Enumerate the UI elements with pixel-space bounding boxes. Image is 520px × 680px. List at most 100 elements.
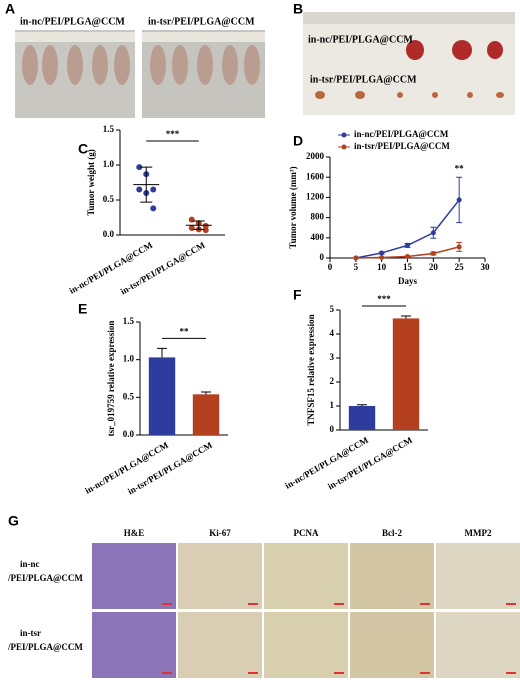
micrograph xyxy=(178,543,262,609)
point xyxy=(379,250,385,256)
micrograph xyxy=(350,612,434,678)
y-tick-label: 1200 xyxy=(306,191,325,201)
significance: ** xyxy=(180,326,190,336)
y-tick-label: 1.5 xyxy=(123,316,135,326)
photo-caption: in-nc/PEI/PLGA@CCM xyxy=(20,16,125,27)
x-tick-label: in-tsr/PEI/PLGA@CCM xyxy=(326,435,414,492)
y-axis-label: tsr_019759 relative expression xyxy=(106,321,116,437)
micrograph xyxy=(264,612,348,678)
error-bar xyxy=(201,391,211,395)
x-axis-label: Days xyxy=(398,276,417,286)
y-tick-label: 0.5 xyxy=(103,194,115,204)
y-tick-label: 3 xyxy=(330,352,335,362)
y-tick-label: 1.0 xyxy=(123,354,135,364)
point xyxy=(456,197,462,203)
panel-label: D xyxy=(293,133,303,149)
photo-caption: in-tsr/PEI/PLGA@CCM xyxy=(148,16,255,27)
point xyxy=(405,242,410,248)
x-tick-label: in-nc/PEI/PLGA@CCM xyxy=(68,240,155,296)
panel-label: A xyxy=(5,1,15,17)
y-tick-label: 800 xyxy=(311,212,325,222)
y-tick-label: 1.0 xyxy=(103,159,115,169)
error-bar xyxy=(192,220,205,230)
micrograph xyxy=(92,612,176,678)
y-tick-label: 1.5 xyxy=(103,124,115,134)
micrograph xyxy=(436,543,520,609)
error-bar xyxy=(357,404,367,406)
column-header: H&E xyxy=(124,528,145,538)
bar xyxy=(348,406,376,430)
y-axis-label: TNFSF15 relative expression xyxy=(306,314,316,425)
error-bar xyxy=(401,315,411,319)
panel-label: F xyxy=(293,287,302,303)
panel-label: C xyxy=(78,141,88,157)
micrograph xyxy=(350,543,434,609)
y-tick-label: 1600 xyxy=(306,171,325,181)
y-tick-label: 2000 xyxy=(306,151,325,161)
bar xyxy=(392,318,420,430)
x-tick-label: 25 xyxy=(455,262,465,272)
column-header: Bcl-2 xyxy=(382,528,402,538)
y-tick-label: 1 xyxy=(330,400,335,410)
dot xyxy=(150,205,157,212)
micrograph xyxy=(178,612,262,678)
x-tick-label: 0 xyxy=(328,262,333,272)
error-bar xyxy=(140,166,153,203)
y-tick-label: 4 xyxy=(330,328,335,338)
panel-label: G xyxy=(8,513,19,529)
y-tick-label: 0 xyxy=(330,424,335,434)
x-tick-label: 10 xyxy=(377,262,387,272)
bar xyxy=(148,357,176,435)
y-tick-label: 0.0 xyxy=(103,229,115,239)
dot xyxy=(188,225,195,231)
tumors xyxy=(315,91,504,99)
legend-marker xyxy=(341,132,347,138)
y-tick-label: 5 xyxy=(330,304,335,314)
bar xyxy=(192,394,220,435)
row-label: /PEI/PLGA@CCM xyxy=(7,642,83,652)
y-axis-label: Tumor volume (mm³) xyxy=(288,166,298,248)
y-axis-label: Tumor weight (g) xyxy=(86,149,96,216)
micrograph xyxy=(264,543,348,609)
panel-label: E xyxy=(78,301,87,317)
point xyxy=(379,254,385,260)
x-tick-label: in-tsr/PEI/PLGA@CCM xyxy=(119,240,207,297)
photo-caption: in-nc/PEI/PLGA@CCM xyxy=(308,34,413,45)
y-tick-label: 400 xyxy=(311,232,325,242)
ruler xyxy=(142,32,265,42)
row-label: /PEI/PLGA@CCM xyxy=(7,573,83,583)
dot xyxy=(136,186,143,193)
photo-caption: in-tsr/PEI/PLGA@CCM xyxy=(310,74,417,85)
x-tick-label: 5 xyxy=(354,262,359,272)
column-header: Ki-67 xyxy=(209,528,231,538)
dot xyxy=(202,227,209,234)
x-tick-label: 30 xyxy=(481,262,491,272)
ruler xyxy=(303,12,515,24)
y-tick-label: 0 xyxy=(320,252,325,262)
dot xyxy=(202,222,209,229)
y-tick-label: 0.0 xyxy=(123,429,135,439)
significance: ** xyxy=(455,163,465,173)
error-bar xyxy=(157,347,167,358)
x-tick-label: 20 xyxy=(429,262,439,272)
dot xyxy=(136,164,143,171)
column-header: PCNA xyxy=(294,528,319,538)
ruler xyxy=(15,32,135,42)
mice xyxy=(22,45,260,85)
significance: *** xyxy=(166,129,180,139)
point xyxy=(456,244,462,250)
dot xyxy=(150,186,157,193)
line xyxy=(355,199,460,259)
micrograph xyxy=(92,543,176,609)
point xyxy=(430,250,436,256)
panel-label: B xyxy=(293,1,303,17)
legend-label: in-tsr/PEI/PLGA@CCM xyxy=(354,141,450,151)
significance: *** xyxy=(377,294,391,304)
dot xyxy=(188,216,195,223)
legend-marker xyxy=(341,144,347,150)
point xyxy=(405,253,410,259)
x-tick-label: in-tsr/PEI/PLGA@CCM xyxy=(126,440,214,497)
tumors xyxy=(406,40,503,60)
